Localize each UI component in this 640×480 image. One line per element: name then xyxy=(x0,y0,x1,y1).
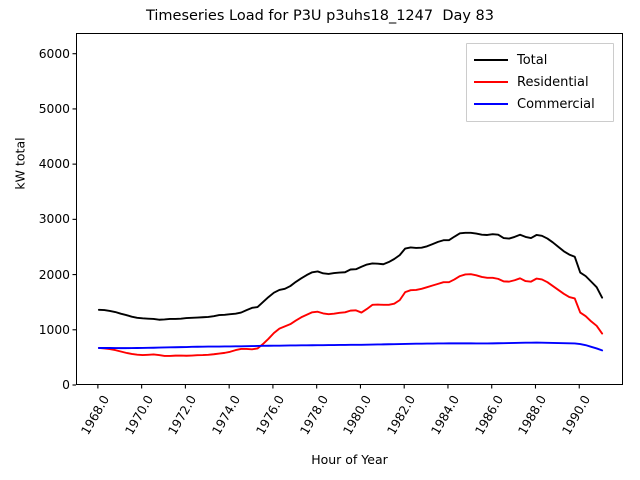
x-tick-label: 1968.0 xyxy=(78,393,112,438)
legend-label: Residential xyxy=(517,74,589,90)
y-tick-label: 2000 xyxy=(38,267,70,282)
x-tick-label: 1980.0 xyxy=(340,393,375,438)
legend-color-swatch xyxy=(474,81,508,83)
y-axis-label: kW total xyxy=(12,137,28,190)
x-tick-label: 1974.0 xyxy=(209,393,244,438)
legend-entry-residential: Residential xyxy=(474,71,606,93)
legend-color-swatch xyxy=(474,59,508,61)
chart-title: Timeseries Load for P3U p3uhs18_1247 Day… xyxy=(145,8,495,24)
series-line-total xyxy=(97,231,604,321)
plot-lines xyxy=(97,231,604,357)
chart-legend: Total Residential Commercial xyxy=(466,43,614,122)
x-tick-label: 1978.0 xyxy=(297,393,331,438)
y-tick-label: 5000 xyxy=(38,101,70,116)
x-tick-label: 1990.0 xyxy=(559,393,594,438)
x-tick-label: 1970.0 xyxy=(122,393,156,438)
legend-label: Total xyxy=(517,52,548,68)
x-axis-label: Hour of Year xyxy=(311,452,388,467)
y-tick-label: 3000 xyxy=(38,212,70,227)
x-tick-label: 1982.0 xyxy=(384,393,419,438)
x-tick-label: 1976.0 xyxy=(253,393,288,438)
legend-entry-total: Total xyxy=(474,49,606,71)
legend-label: Commercial xyxy=(517,96,595,112)
x-tick-label: 1972.0 xyxy=(165,393,200,438)
y-axis-tick-labels: 0 1000 2000 3000 4000 5000 6000 xyxy=(0,0,70,480)
x-tick-label: 1984.0 xyxy=(428,393,463,438)
series-line-residential xyxy=(97,273,604,357)
x-tick-label: 1988.0 xyxy=(515,393,550,438)
y-tick-label: 6000 xyxy=(38,46,70,61)
y-tick-label: 4000 xyxy=(38,157,70,172)
series-line-commercial xyxy=(97,341,604,352)
legend-entry-commercial: Commercial xyxy=(474,93,606,115)
x-tick-label: 1986.0 xyxy=(472,393,506,438)
y-tick-label: 1000 xyxy=(38,322,70,337)
legend-color-swatch xyxy=(474,103,508,105)
y-tick-label: 0 xyxy=(62,378,70,392)
